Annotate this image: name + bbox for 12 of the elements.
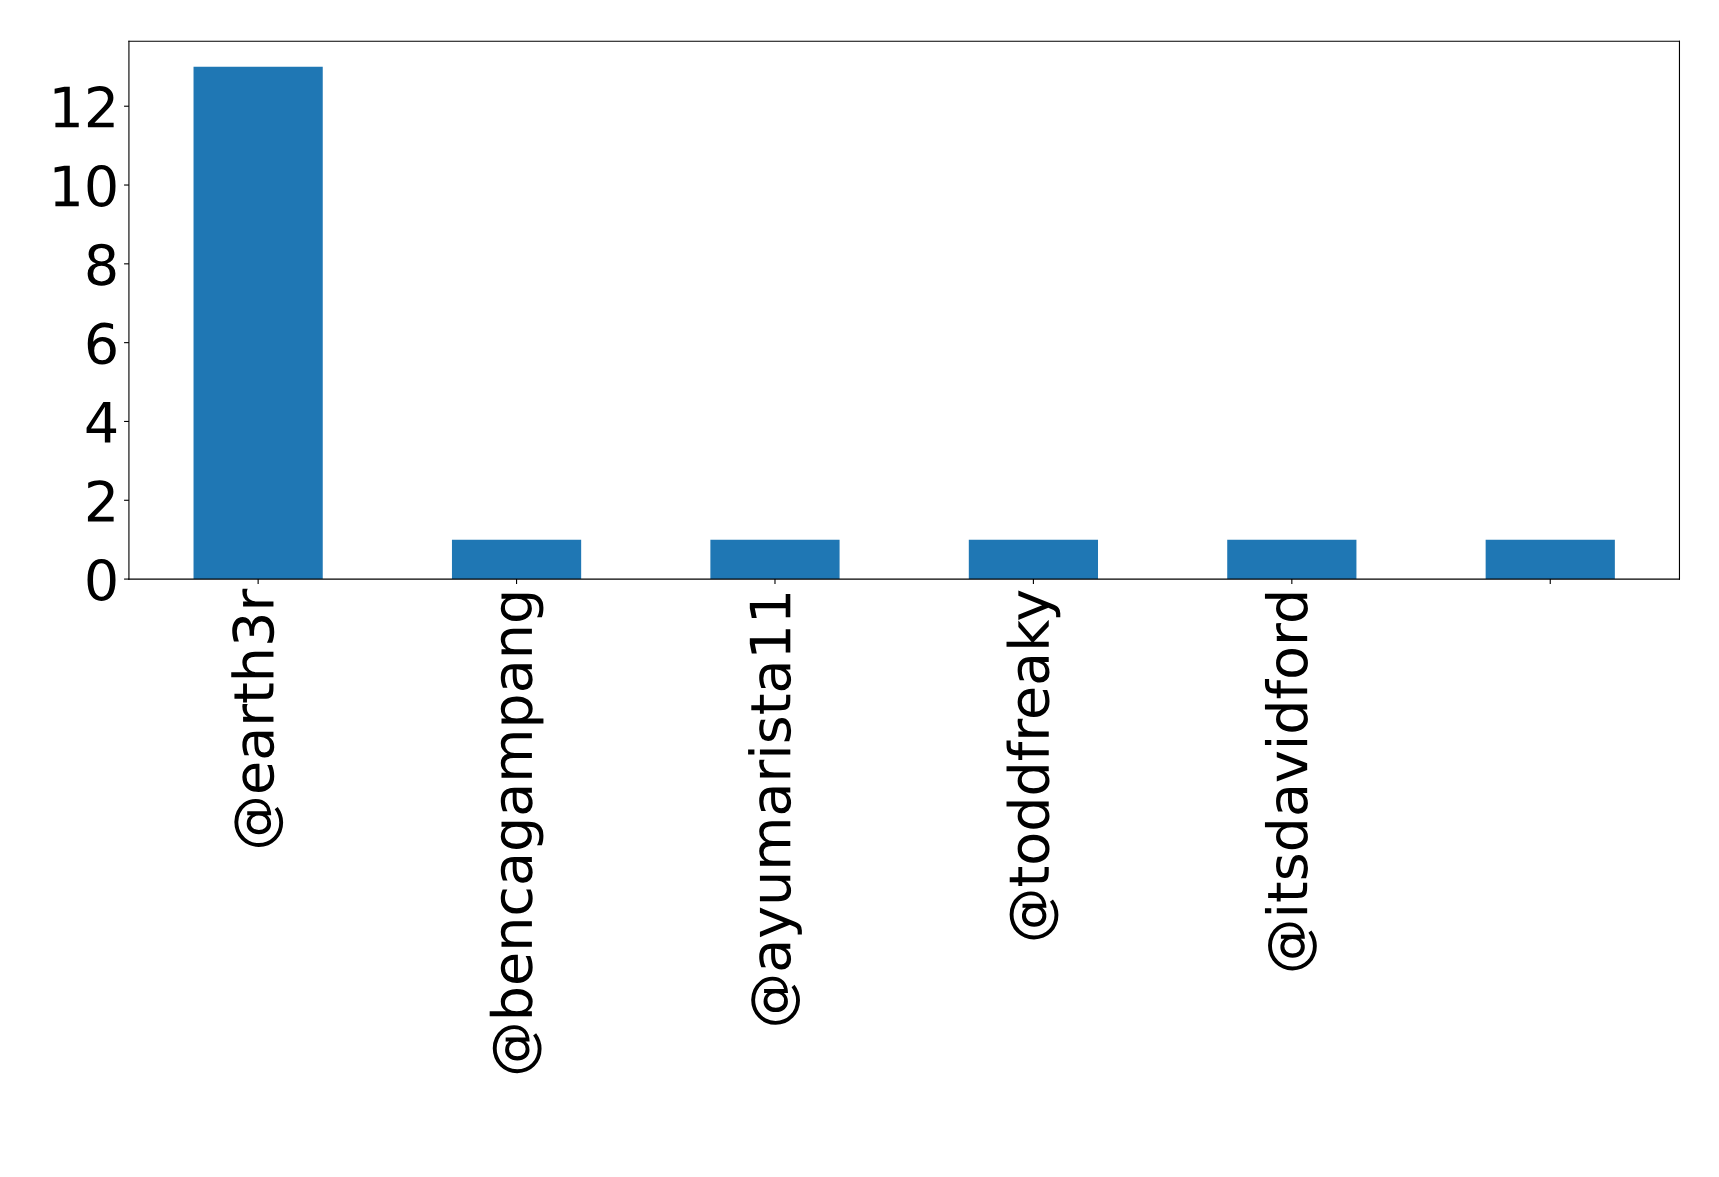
y-tick-label: 6: [87, 322, 116, 365]
x-tick-label: @earth3r: [231, 588, 284, 847]
x-tick-label: @toddfreaky: [1006, 590, 1061, 940]
y-tick-label: 2: [87, 480, 114, 522]
y-tick-label: 0: [87, 558, 116, 601]
x-tick-label: @bencagampang: [489, 593, 544, 1074]
y-tick-label: 8: [87, 243, 116, 286]
x-tick-label: @ayumarista11: [748, 593, 802, 1025]
y-tick-label: 10: [54, 164, 116, 207]
y-tick-label: 4: [86, 402, 117, 443]
y-tick-label: 12: [54, 86, 114, 128]
x-tick-label: @itsdavidford: [1264, 593, 1317, 971]
